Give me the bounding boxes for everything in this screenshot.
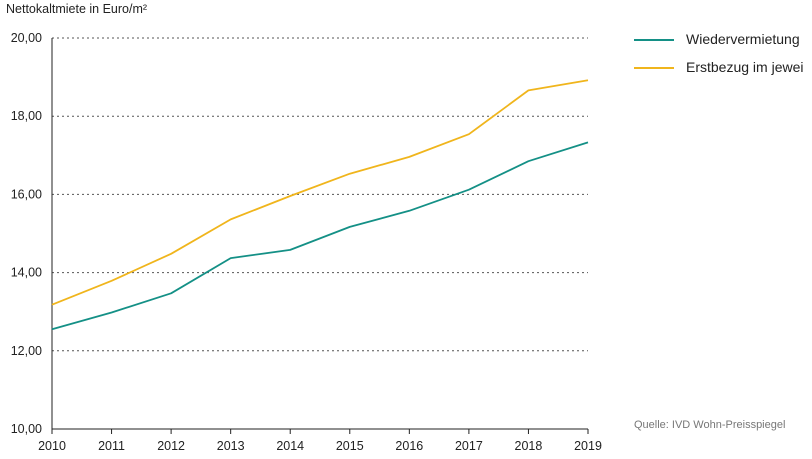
- x-tick-label: 2012: [157, 439, 185, 453]
- x-tick-label: 2018: [515, 439, 543, 453]
- y-axis-label: Nettokaltmiete in Euro/m²: [6, 2, 148, 16]
- legend-label: Erstbezug im jewei: [686, 59, 804, 75]
- y-tick-label: 16,00: [11, 187, 42, 201]
- x-tick-label: 2016: [395, 439, 423, 453]
- x-tick-label: 2017: [455, 439, 483, 453]
- legend-swatch: [634, 39, 674, 41]
- x-tick-label: 2011: [98, 439, 125, 453]
- x-tick-label: 2013: [217, 439, 245, 453]
- legend-label: Wiedervermietung: [686, 31, 800, 47]
- x-axis: 2010 2011 2012 2013 2014 2015 2016 2017 2018 2019: [38, 428, 602, 453]
- y-tick-label: 12,00: [11, 344, 42, 358]
- legend-item-erstbezug: Erstbezug im jewei: [634, 58, 812, 86]
- series-line-wiedervermietung: [51, 141, 589, 331]
- legend: Wiedervermietung Erstbezug im jewei: [634, 30, 812, 86]
- y-tick-label: 10,00: [11, 422, 42, 436]
- y-axis: 10,00 12,00 14,00 16,00 18,00 20,00: [11, 31, 53, 436]
- y-tick-label: 20,00: [11, 31, 42, 45]
- x-tick-label: 2010: [38, 439, 66, 453]
- x-tick-label: 2019: [574, 439, 602, 453]
- x-tick-label: 2014: [276, 439, 304, 453]
- x-tick-label: 2015: [336, 439, 364, 453]
- legend-swatch: [634, 67, 674, 69]
- y-tick-label: 18,00: [11, 109, 42, 123]
- y-tick-label: 14,00: [11, 266, 42, 280]
- grid-lines: [52, 37, 588, 352]
- series-line-erstbezug: [51, 79, 589, 306]
- legend-item-wiedervermietung: Wiedervermietung: [634, 30, 812, 58]
- series-lines: [51, 79, 589, 331]
- source-note: Quelle: IVD Wohn-Preisspiegel: [634, 419, 786, 431]
